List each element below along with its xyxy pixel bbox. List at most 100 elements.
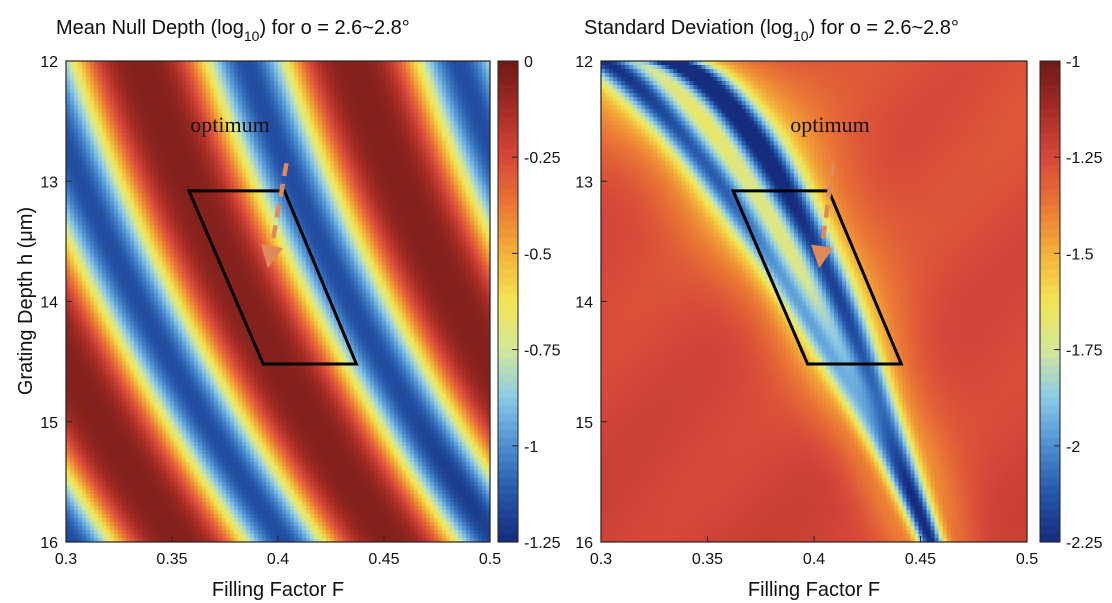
heatmap-cell [426,189,431,194]
heatmap-cell [434,81,439,86]
heatmap-cell [338,105,343,110]
heatmap-cell [410,185,415,190]
heatmap-cell [242,89,247,94]
heatmap-cell [110,209,115,214]
heatmap-cell [134,185,139,190]
heatmap-cell [158,233,163,238]
heatmap-cell [274,245,279,250]
heatmap-cell [94,233,99,238]
heatmap-cell [302,225,307,230]
heatmap-cell [466,189,471,194]
heatmap-cell [106,113,111,118]
heatmap-cell [402,145,407,150]
heatmap-cell [298,89,303,94]
heatmap-cell [442,189,447,194]
heatmap-cell [478,189,483,194]
heatmap-cell [122,125,127,130]
heatmap-cell [254,141,259,146]
heatmap-cell [474,61,479,66]
heatmap-cell [422,177,427,182]
heatmap-cell [446,77,451,82]
heatmap-cell [482,97,487,102]
heatmap-cell [74,153,79,158]
heatmap-cell [282,201,287,206]
heatmap-cell [322,85,327,90]
heatmap-cell [90,189,95,194]
heatmap-cell [430,201,435,206]
heatmap-cell [190,77,195,82]
heatmap-cell [314,229,319,234]
heatmap-cell [118,157,123,162]
heatmap-cell [426,181,431,186]
heatmap-cell [486,157,490,162]
heatmap-cell [418,181,423,186]
heatmap-cell [262,77,267,82]
heatmap-cell [114,161,119,166]
heatmap-cell [174,85,179,90]
heatmap-cell [414,197,419,202]
heatmap-cell [358,201,363,206]
heatmap-cell [142,77,147,82]
heatmap-cell [130,185,135,190]
heatmap-cell [410,161,415,166]
heatmap-cell [482,205,487,210]
heatmap-cell [138,149,143,154]
heatmap-cell [258,109,263,114]
heatmap-cell [66,117,71,122]
heatmap-cell [250,237,255,242]
heatmap-cell [426,241,431,246]
heatmap-cell [298,141,303,146]
heatmap-cell [358,205,363,210]
heatmap-cell [374,225,379,230]
heatmap-cell [270,209,275,214]
heatmap-cell [358,89,363,94]
heatmap-cell [82,109,87,114]
heatmap-cell [218,153,223,158]
heatmap-cell [178,97,183,102]
heatmap-cell [318,213,323,218]
heatmap-cell [446,97,451,102]
heatmap-cell [202,133,207,138]
heatmap-cell [386,101,391,106]
heatmap-cell [418,121,423,126]
heatmap-cell [210,181,215,186]
heatmap-cell [274,61,279,66]
heatmap-cell [402,97,407,102]
heatmap-cell [126,221,131,226]
heatmap-cell [198,141,203,146]
heatmap-cell [482,125,487,130]
heatmap-cell [90,201,95,206]
heatmap-cell [230,201,235,206]
heatmap-cell [150,173,155,178]
heatmap-cell [94,125,99,130]
heatmap-cell [450,61,455,66]
heatmap-cell [390,133,395,138]
heatmap-cell [122,109,127,114]
heatmap-cell [462,105,467,110]
heatmap-cell [354,77,359,82]
heatmap-cell [290,161,295,166]
heatmap-cell [218,69,223,74]
heatmap-cell [414,97,419,102]
heatmap-cell [342,161,347,166]
heatmap-cell [186,173,191,178]
heatmap-cell [426,65,431,70]
heatmap-cell [442,81,447,86]
heatmap-cell [250,173,255,178]
heatmap-cell [430,129,435,134]
heatmap-cell [298,117,303,122]
heatmap-cell [346,101,351,106]
heatmap-cell [202,141,207,146]
heatmap-cell [394,189,399,194]
heatmap-cell [218,137,223,142]
heatmap-cell [234,225,239,230]
heatmap-cell [486,229,490,234]
heatmap-cell [398,129,403,134]
heatmap-cell [178,69,183,74]
heatmap-cell [142,133,147,138]
heatmap-cell [374,157,379,162]
heatmap-cell [210,141,215,146]
heatmap-cell [478,169,483,174]
heatmap-cell [258,125,263,130]
heatmap-cell [314,173,319,178]
